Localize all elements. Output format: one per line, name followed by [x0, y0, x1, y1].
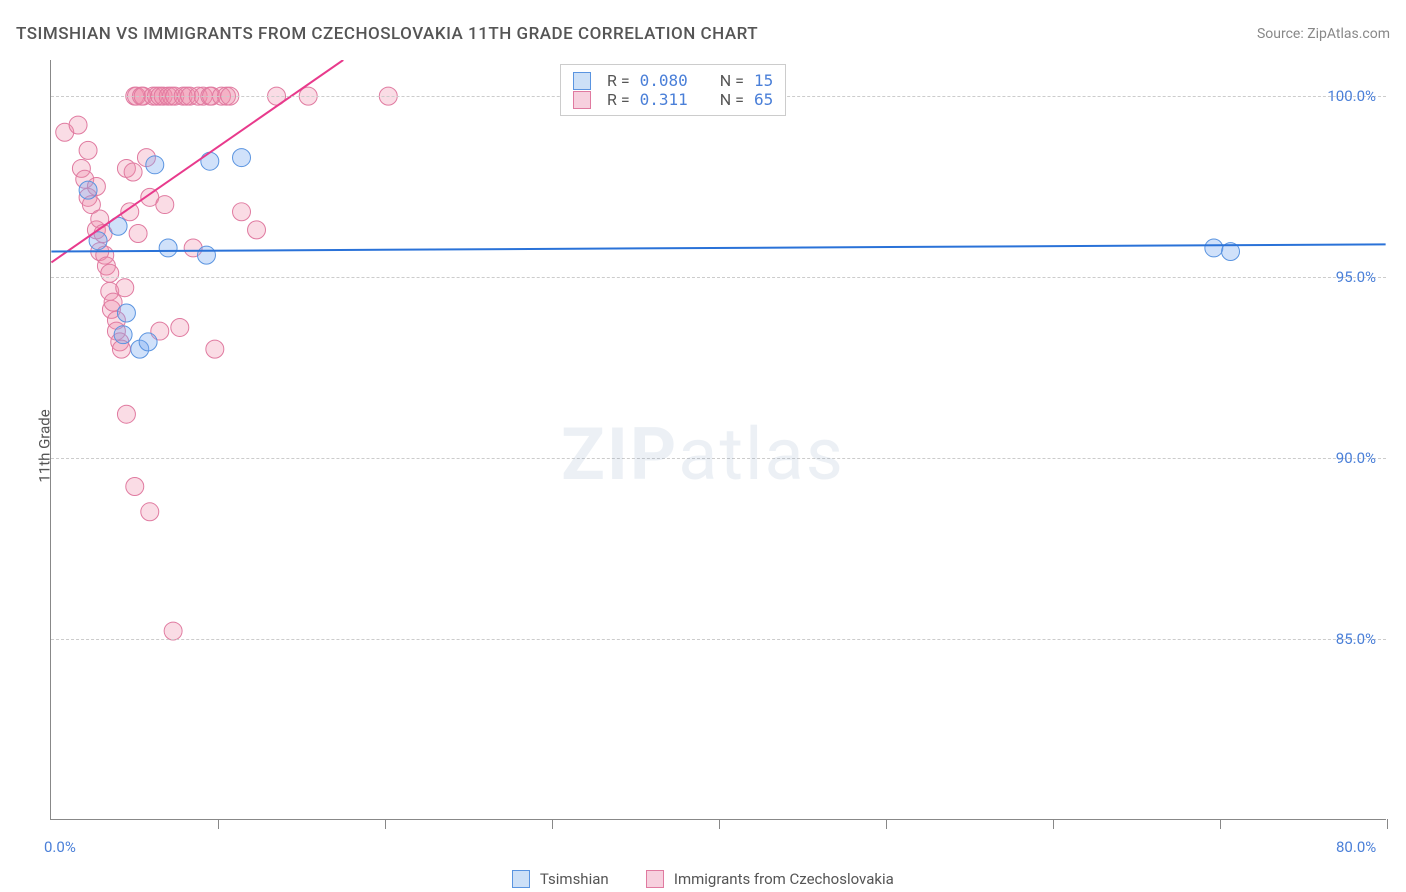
scatter-point	[164, 622, 182, 640]
scatter-point	[79, 141, 97, 159]
scatter-point	[141, 503, 159, 521]
scatter-point	[139, 333, 157, 351]
x-axis-max-label: 80.0%	[1336, 838, 1376, 856]
scatter-point	[129, 224, 147, 242]
bottom-legend-label-2: Immigrants from Czechoslovakia	[674, 870, 894, 888]
scatter-point	[114, 326, 132, 344]
correlation-legend: R = 0.080 N = 15 R = 0.311 N = 65	[560, 64, 786, 116]
y-tick-label: 90.0%	[1336, 449, 1376, 467]
scatter-point	[233, 149, 251, 167]
swatch-czech	[573, 91, 591, 109]
legend-row-1: R = 0.080 N = 15	[573, 71, 773, 90]
bottom-legend-label-1: Tsimshian	[540, 870, 609, 888]
scatter-point	[146, 156, 164, 174]
scatter-point	[101, 264, 119, 282]
scatter-point	[124, 163, 142, 181]
legend-row-2: R = 0.311 N = 65	[573, 90, 773, 109]
scatter-point	[206, 340, 224, 358]
bottom-swatch-tsimshian	[512, 870, 530, 888]
regression-line	[51, 244, 1385, 251]
x-axis-min-label: 0.0%	[44, 838, 76, 856]
scatter-point	[248, 221, 266, 239]
y-tick-label: 95.0%	[1336, 268, 1376, 286]
chart-title: TSIMSHIAN VS IMMIGRANTS FROM CZECHOSLOVA…	[16, 24, 758, 44]
scatter-point	[79, 181, 97, 199]
scatter-point	[233, 203, 251, 221]
scatter-point	[1205, 239, 1223, 257]
scatter-point	[69, 116, 87, 134]
bottom-swatch-czech	[646, 870, 664, 888]
y-tick-label: 85.0%	[1336, 630, 1376, 648]
source-attribution: Source: ZipAtlas.com	[1257, 26, 1390, 42]
scatter-point	[126, 477, 144, 495]
scatter-point	[201, 152, 219, 170]
plot-area: 85.0% 90.0% 95.0% 100.0%	[50, 60, 1386, 820]
scatter-point	[159, 239, 177, 257]
scatter-point	[116, 279, 134, 297]
bottom-legend: Tsimshian Immigrants from Czechoslovakia	[0, 869, 1406, 888]
scatter-point	[117, 405, 135, 423]
scatter-point	[197, 246, 215, 264]
scatter-point	[156, 196, 174, 214]
swatch-tsimshian	[573, 72, 591, 90]
scatter-point	[117, 304, 135, 322]
scatter-point	[171, 318, 189, 336]
y-tick-label: 100.0%	[1327, 87, 1376, 105]
scatter-svg	[51, 60, 1386, 819]
